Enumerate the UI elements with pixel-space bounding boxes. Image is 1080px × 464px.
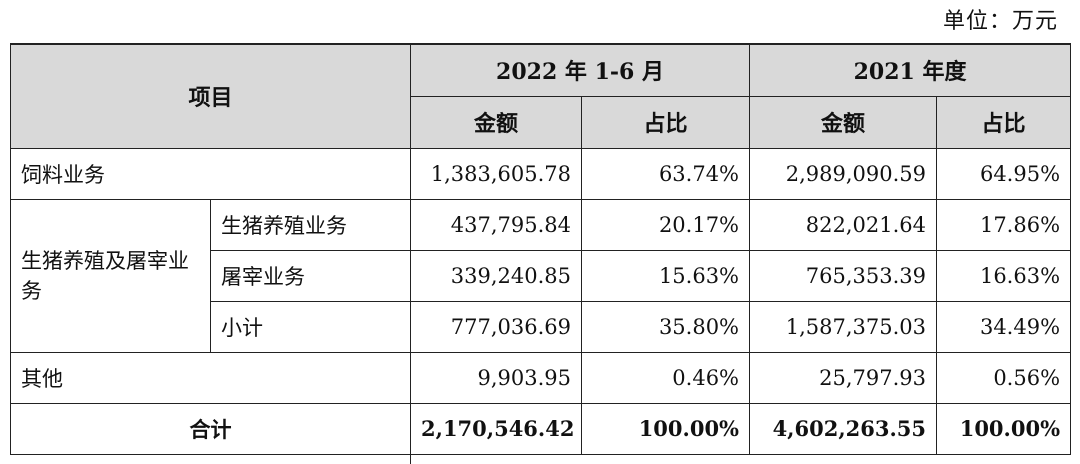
- header-row-measures: 金额 占比 金额 占比: [11, 95, 1072, 149]
- amount-2022: 9,903.95: [410, 351, 583, 404]
- table-row-other: 其他 9,903.95 0.46% 25,797.93 0.56%: [9, 351, 1072, 404]
- header-amount-2022: 金额: [410, 95, 583, 149]
- ratio-2022: 15.63%: [581, 249, 751, 302]
- table-row-total: 合计 2,170,546.42 100.00% 4,602,263.55 100…: [9, 402, 1072, 455]
- row-label: 屠宰业务: [209, 249, 412, 302]
- group-label-pig: 生猪养殖及屠宰业务: [10, 198, 211, 353]
- ratio-2022: 0.46%: [581, 351, 751, 404]
- amount-2022: 437,795.84: [410, 198, 583, 251]
- ratio-2022: 35.80%: [581, 300, 751, 353]
- amount-2021: 4,602,263.55: [749, 402, 938, 455]
- amount-2022: 339,240.85: [410, 249, 583, 302]
- header-item: 项目: [9, 43, 412, 149]
- table-continuation-stub: [10, 453, 1071, 464]
- table-row-slaughter: 屠宰业务 339,240.85 15.63% 765,353.39 16.63%: [11, 249, 1072, 302]
- revenue-table: 项目 2022 年 1-6 月 2021 年度 金额 占比 金额 占比 饲料业务…: [9, 43, 1072, 464]
- row-label: 生猪养殖业务: [209, 198, 412, 251]
- table-row-subtotal: 小计 777,036.69 35.80% 1,587,375.03 34.49%: [11, 300, 1072, 353]
- header-period-2021: 2021 年度: [749, 43, 1072, 97]
- unit-note: 单位：万元: [942, 9, 1058, 34]
- row-label: 小计: [209, 300, 412, 353]
- table-row-feed: 饲料业务 1,383,605.78 63.74% 2,989,090.59 64…: [9, 147, 1072, 200]
- row-label: 饲料业务: [9, 147, 412, 200]
- header-amount-2021: 金额: [749, 95, 938, 149]
- amount-2022: 2,170,546.42: [410, 402, 583, 455]
- ratio-2021: 34.49%: [936, 300, 1072, 353]
- ratio-2021: 0.56%: [936, 351, 1072, 404]
- ratio-2021: 17.86%: [936, 198, 1072, 251]
- amount-2022: 777,036.69: [410, 300, 583, 353]
- amount-2021: 2,989,090.59: [749, 147, 938, 200]
- header-ratio-2021: 占比: [936, 95, 1072, 149]
- amount-2021: 822,021.64: [749, 198, 938, 251]
- table-row-pig-farming: 生猪养殖及屠宰业务 生猪养殖业务 437,795.84 20.17% 822,0…: [10, 198, 1072, 353]
- ratio-2021: 16.63%: [936, 249, 1072, 302]
- header-period-2022: 2022 年 1-6 月: [410, 43, 751, 97]
- ratio-2022: 100.00%: [581, 402, 751, 455]
- stub-cell: [10, 453, 412, 464]
- header-ratio-2022: 占比: [581, 95, 751, 149]
- stub-cell: [410, 453, 1071, 464]
- ratio-2021: 100.00%: [936, 402, 1072, 455]
- ratio-2022: 63.74%: [581, 147, 751, 200]
- amount-2021: 765,353.39: [749, 249, 938, 302]
- row-label: 其他: [9, 351, 412, 404]
- amount-2021: 25,797.93: [749, 351, 938, 404]
- ratio-2022: 20.17%: [581, 198, 751, 251]
- amount-2021: 1,587,375.03: [749, 300, 938, 353]
- amount-2022: 1,383,605.78: [410, 147, 583, 200]
- ratio-2021: 64.95%: [936, 147, 1072, 200]
- row-label: 合计: [9, 402, 412, 455]
- header-row-periods: 项目 2022 年 1-6 月 2021 年度: [9, 43, 1072, 149]
